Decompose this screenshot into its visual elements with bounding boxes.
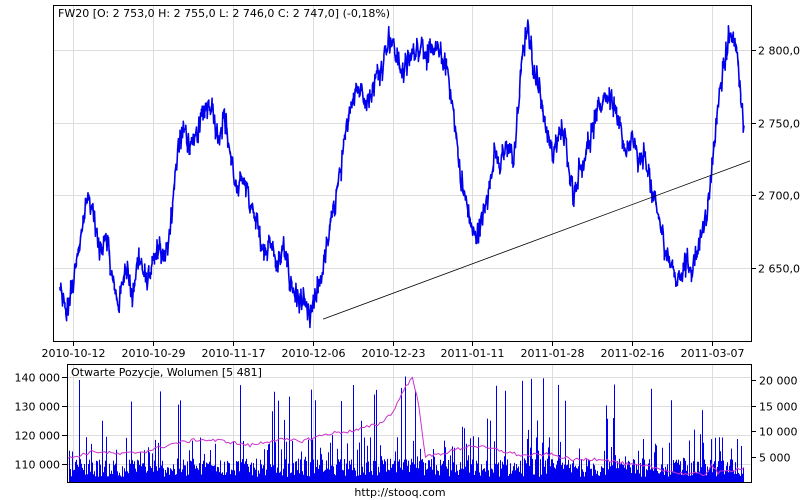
volume-axis-ticks: 5 000 10 000 15 000 20 000	[751, 375, 798, 465]
trend-line	[322, 160, 751, 320]
price-y-tick-label: 2 700,0	[758, 190, 800, 203]
open-interest-tick-label: 130 000	[15, 401, 61, 414]
volume-bar	[69, 376, 744, 482]
open-interest-line	[67, 376, 745, 477]
volume-plot-frame	[67, 364, 752, 483]
price-line	[59, 19, 745, 329]
open-interest-path	[67, 376, 745, 477]
price-x-tick-label: 2010-10-29	[122, 347, 186, 360]
volume-tick-label: 5 000	[759, 452, 791, 465]
price-y-tick-label: 2 750,0	[758, 118, 800, 131]
price-x-tick-label: 2010-12-06	[282, 347, 346, 360]
volume-panel: 110 000 120 000 130 000 140 000 5 000 10 000…	[15, 364, 798, 483]
open-interest-tick-label: 140 000	[15, 372, 61, 385]
price-series	[59, 19, 751, 329]
price-plot-frame	[53, 5, 752, 342]
price-x-tick-label: 2010-12-23	[362, 347, 426, 360]
price-y-tick-label: 2 650,0	[758, 263, 800, 276]
price-y-tick-label: 2 800,0	[758, 45, 800, 58]
price-panel: 2 650,02 700,02 750,02 800,0 2010-10-12 2…	[42, 5, 800, 360]
price-x-tick-label: 2011-01-11	[441, 347, 505, 360]
open-interest-axis-ticks: 110 000 120 000 130 000 140 000	[15, 372, 67, 472]
price-x-ticks: 2010-10-12 2010-10-29 2010-11-17 2010-12-06…	[42, 341, 745, 360]
volume-tick-label: 10 000	[759, 426, 798, 439]
price-x-tick-label: 2010-11-17	[202, 347, 266, 360]
price-chart-title: FW20 [O: 2 753,0 H: 2 755,0 L: 2 746,0 C…	[58, 7, 390, 20]
volume-tick-label: 15 000	[759, 401, 798, 414]
price-x-tick-label: 2010-10-12	[42, 347, 106, 360]
volume-tick-label: 20 000	[759, 375, 798, 388]
open-interest-tick-label: 120 000	[15, 430, 61, 443]
price-x-tick-label: 2011-03-07	[681, 347, 745, 360]
price-y-ticks: 2 650,0 2 700,0 2 750,0 2 800,0	[751, 45, 800, 276]
volume-bars	[69, 376, 744, 482]
source-footer[interactable]: http://stooq.com	[354, 486, 445, 499]
open-interest-tick-label: 110 000	[15, 459, 61, 472]
price-grid	[54, 6, 751, 341]
price-x-tick-label: 2011-02-16	[601, 347, 665, 360]
price-x-tick-label: 2011-01-28	[521, 347, 585, 360]
volume-chart-title: Otwarte Pozycje, Wolumen [5 481]	[71, 366, 262, 379]
